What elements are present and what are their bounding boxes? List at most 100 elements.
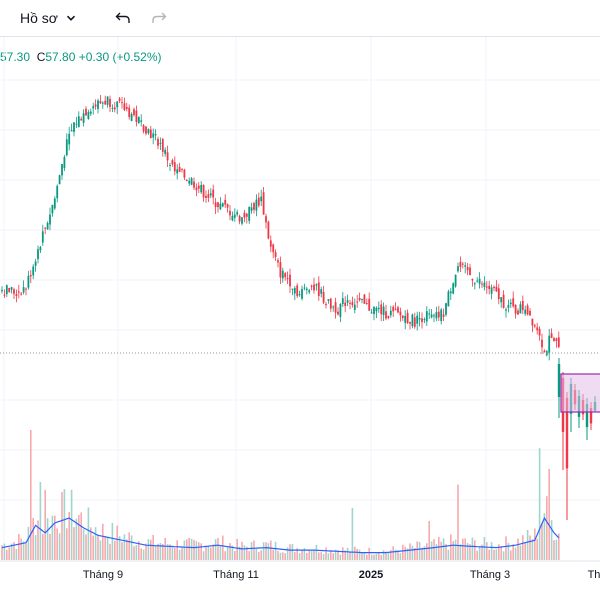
- volume-bar: [205, 546, 207, 560]
- candle-body: [363, 294, 366, 304]
- candle-body: [281, 270, 284, 279]
- candle-body: [293, 288, 296, 294]
- volume-bar: [133, 546, 135, 560]
- volume-bar: [306, 553, 308, 560]
- volume-bar: [157, 543, 159, 560]
- ohlc-low-value: 57.30: [0, 50, 31, 64]
- volume-bar: [274, 541, 277, 560]
- candle-body: [87, 112, 90, 119]
- candle-body: [5, 285, 8, 295]
- volume-bar: [378, 552, 380, 560]
- volume-bar: [526, 529, 529, 560]
- volume-bar: [222, 535, 224, 560]
- volume-bar: [505, 536, 507, 560]
- time-label-2025: 2025: [358, 569, 384, 581]
- candle-body: [97, 100, 99, 109]
- redo-button[interactable]: [148, 5, 170, 31]
- candle-body: [365, 303, 368, 305]
- candle-body: [73, 122, 75, 132]
- candle-body: [313, 284, 315, 291]
- candle-body: [409, 322, 411, 324]
- volume-bar: [238, 546, 241, 560]
- candle-body: [565, 398, 569, 469]
- candle-body: [358, 297, 361, 301]
- candle-body: [440, 309, 443, 322]
- candle-body: [224, 199, 227, 205]
- candle-body: [387, 315, 390, 319]
- volume-bar: [469, 544, 471, 560]
- volume-bar: [267, 543, 270, 560]
- volume-bar: [471, 537, 474, 560]
- volume-bar: [61, 492, 63, 560]
- candle-body: [298, 294, 301, 296]
- volume-bar: [514, 547, 517, 560]
- volume-bar: [322, 554, 325, 560]
- ohlc-legend: 57.30 C57.80 +0.30 (+0.52%): [0, 50, 162, 64]
- candle-body: [356, 301, 359, 303]
- volume-bar: [6, 549, 8, 560]
- profile-dropdown[interactable]: Hồ sơ: [20, 5, 76, 31]
- volume-bar: [337, 550, 339, 560]
- candle-body: [457, 266, 459, 272]
- candle-body: [231, 215, 234, 221]
- candle-body: [471, 278, 474, 281]
- volume-bars: [1, 430, 560, 560]
- volume-bar: [272, 549, 274, 560]
- candle-body: [473, 283, 476, 285]
- volume-bar: [435, 544, 438, 560]
- volume-bar: [531, 539, 534, 560]
- candle-body: [236, 212, 239, 215]
- volume-bar: [450, 534, 452, 560]
- volume-bar: [44, 489, 46, 560]
- volume-bar: [106, 536, 109, 560]
- volume-bar: [166, 544, 169, 560]
- volume-bar: [188, 537, 190, 560]
- volume-bar: [392, 546, 394, 560]
- candle-body: [195, 187, 198, 191]
- candle-body: [541, 339, 543, 348]
- candle-body: [531, 318, 534, 326]
- candle-body: [1, 289, 3, 292]
- candle-body: [128, 107, 131, 117]
- candle-body: [401, 315, 404, 318]
- candle-body: [389, 310, 392, 316]
- candle-body: [116, 101, 119, 108]
- candle-body: [248, 206, 251, 221]
- candle-body: [435, 312, 438, 319]
- volume-bar: [553, 540, 555, 560]
- candle-body: [166, 152, 169, 161]
- candle-body: [169, 164, 171, 166]
- candle-body: [315, 284, 318, 286]
- volume-bar: [190, 538, 193, 560]
- volume-bar: [409, 543, 411, 560]
- undo-button[interactable]: [112, 5, 134, 31]
- candle-body: [178, 166, 181, 172]
- volume-bar: [320, 552, 322, 560]
- candle-body: [101, 102, 104, 104]
- volume-bar: [270, 540, 272, 560]
- volume-bar: [368, 547, 370, 560]
- candle-body: [147, 129, 150, 134]
- volume-bar: [534, 528, 536, 560]
- candle-body: [190, 178, 193, 185]
- candle-body: [109, 98, 111, 108]
- volume-bar: [138, 541, 140, 560]
- volume-bar: [546, 496, 548, 560]
- candlesticks: [1, 94, 597, 520]
- candle-body: [490, 287, 493, 294]
- volume-bar: [358, 549, 361, 560]
- volume-bar: [529, 535, 531, 560]
- volume-bar: [490, 542, 493, 560]
- volume-bar: [478, 546, 481, 560]
- candle-body: [284, 273, 287, 278]
- candle-body: [519, 304, 522, 314]
- candle-body: [181, 168, 183, 170]
- volume-bar: [291, 544, 294, 560]
- candle-body: [529, 310, 531, 316]
- volume-bar: [15, 548, 18, 560]
- chevron-down-icon: [66, 15, 76, 21]
- candle-body: [394, 308, 397, 310]
- volume-bar: [418, 541, 421, 560]
- price-chart[interactable]: [0, 37, 600, 567]
- volume-bar: [555, 539, 558, 560]
